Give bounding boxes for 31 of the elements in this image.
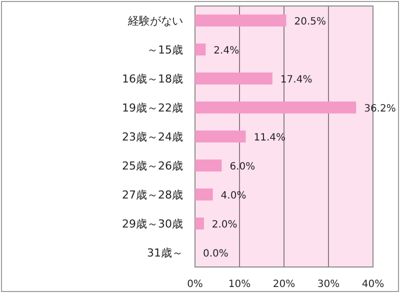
y-tick-label: ～15歳: [147, 44, 183, 56]
bar: [195, 160, 222, 172]
y-tick-label: 31歳～: [147, 246, 183, 260]
data-label: 17.4%: [280, 74, 312, 86]
x-tick-label: 40%: [362, 279, 384, 290]
y-tick-label: 25歳～26歳: [122, 160, 183, 172]
y-tick-label: 23歳～24歳: [122, 130, 183, 144]
data-label: 6.0%: [230, 162, 256, 172]
x-tick-label: 0%: [187, 279, 203, 290]
bar: [195, 102, 356, 114]
bar: [195, 72, 272, 84]
bar: [195, 130, 246, 142]
data-label: 4.0%: [220, 190, 246, 202]
data-label: 20.5%: [294, 16, 326, 28]
y-tick-label: 27歳～28歳: [122, 188, 183, 202]
y-tick-label: 経験がない: [127, 14, 183, 28]
bar: [195, 188, 213, 200]
bar: [195, 14, 286, 26]
x-tick-label: 20%: [272, 279, 296, 290]
data-label: 2.0%: [212, 220, 238, 230]
data-label: 11.4%: [254, 132, 286, 144]
bar: [195, 44, 206, 56]
x-tick-label: 30%: [317, 279, 340, 290]
data-label: 2.4%: [214, 46, 240, 56]
data-label: 36.2%: [364, 104, 396, 114]
bar: [195, 218, 204, 230]
y-tick-label: 16歳～18歳: [122, 72, 183, 86]
y-tick-label: 19歳～22歳: [122, 102, 183, 114]
y-tick-label: 29歳～30歳: [122, 218, 183, 230]
x-tick-label: 10%: [228, 279, 251, 290]
data-label: 0.0%: [203, 248, 228, 260]
